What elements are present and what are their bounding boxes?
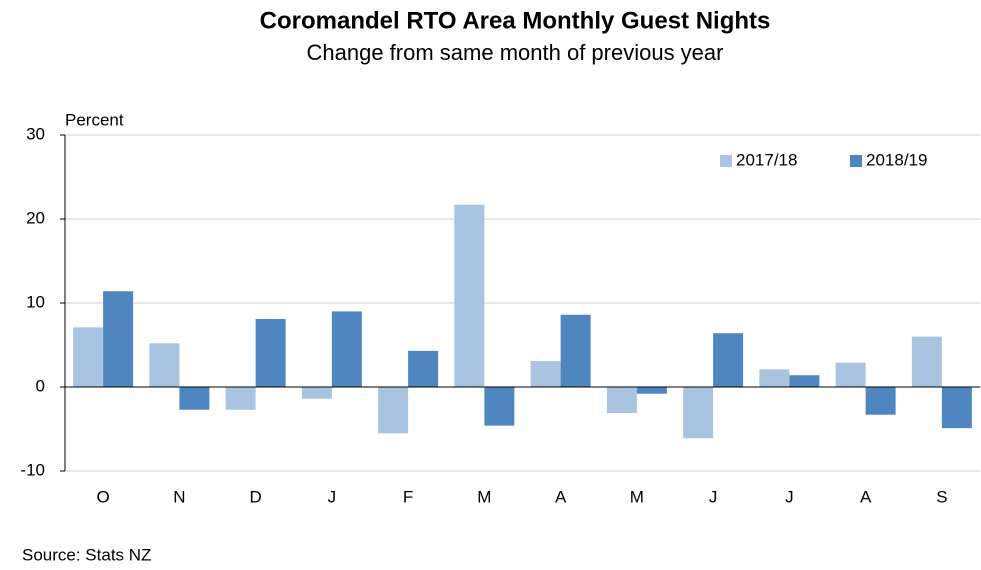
x-tick-label: J <box>709 487 718 506</box>
bar <box>560 314 591 387</box>
bar <box>408 350 439 387</box>
y-tick-label: 0 <box>36 376 45 395</box>
bar <box>255 318 286 387</box>
bar <box>911 336 942 387</box>
y-tick-label: 30 <box>26 124 45 143</box>
legend-swatch <box>850 155 862 167</box>
y-tick-label: 20 <box>26 208 45 227</box>
bar <box>484 387 515 426</box>
x-tick-label: A <box>555 487 567 506</box>
legend-label: 2017/18 <box>736 150 797 169</box>
x-tick-label: O <box>97 487 110 506</box>
bar <box>713 333 744 387</box>
bar <box>941 387 972 429</box>
bar <box>378 387 409 434</box>
bar <box>606 387 637 414</box>
y-tick-label: -10 <box>20 460 45 479</box>
x-tick-label: F <box>403 487 413 506</box>
bar <box>331 311 362 387</box>
bar <box>225 387 256 410</box>
chart-title: Coromandel RTO Area Monthly Guest Nights <box>260 7 771 34</box>
bar <box>636 387 667 394</box>
bar <box>683 387 714 439</box>
bar <box>865 387 896 415</box>
y-axis-label: Percent <box>65 110 124 129</box>
bar <box>103 291 134 387</box>
source-note: Source: Stats NZ <box>22 545 151 564</box>
bar <box>454 204 485 387</box>
chart-subtitle: Change from same month of previous year <box>307 40 724 65</box>
bar <box>789 375 820 387</box>
legend-swatch <box>720 155 732 167</box>
x-tick-label: N <box>173 487 185 506</box>
bar <box>149 343 180 387</box>
bar <box>301 387 332 399</box>
x-tick-label: D <box>249 487 261 506</box>
legend-label: 2018/19 <box>866 150 927 169</box>
x-tick-label: M <box>630 487 644 506</box>
x-tick-label: M <box>477 487 491 506</box>
y-tick-label: 10 <box>26 292 45 311</box>
bar <box>759 369 790 387</box>
bar <box>179 387 210 410</box>
bar <box>530 360 561 387</box>
x-tick-label: A <box>860 487 872 506</box>
x-tick-label: S <box>936 487 947 506</box>
bar <box>73 327 104 387</box>
bar <box>835 362 866 387</box>
x-tick-label: J <box>328 487 337 506</box>
x-tick-label: J <box>785 487 794 506</box>
